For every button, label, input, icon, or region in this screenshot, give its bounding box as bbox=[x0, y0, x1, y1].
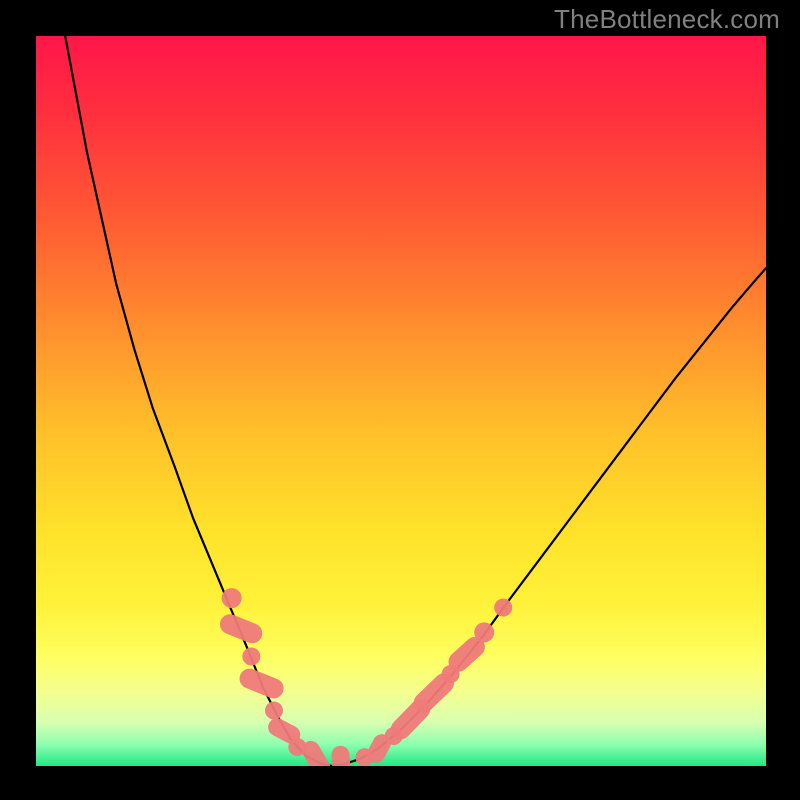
plot-area bbox=[36, 36, 766, 766]
chart-stage: TheBottleneck.com bbox=[0, 0, 800, 800]
plot-svg bbox=[36, 36, 766, 766]
watermark-text: TheBottleneck.com bbox=[554, 4, 780, 35]
